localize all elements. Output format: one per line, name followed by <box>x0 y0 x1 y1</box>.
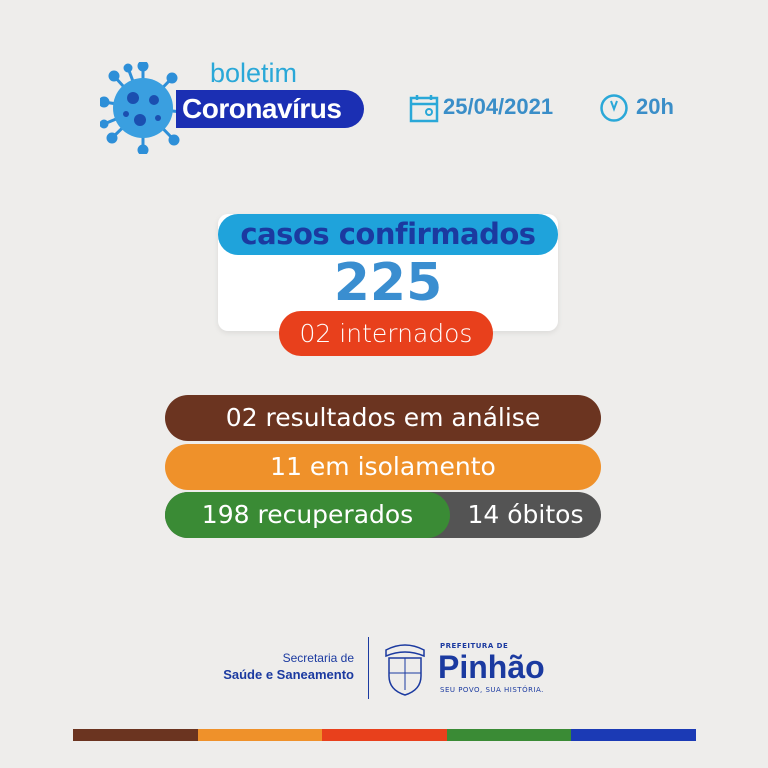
divider <box>368 637 369 699</box>
secretaria-line1: Secretaria de <box>282 651 354 665</box>
city-crest-logo <box>385 644 425 696</box>
stripe-green <box>446 729 572 741</box>
confirmed-cases-label: casos confirmados <box>218 214 558 255</box>
city-slogan: SEU POVO, SUA HISTÓRIA. <box>440 686 544 694</box>
prefeitura-label: PREFEITURA DE <box>440 642 509 650</box>
time: 20h <box>636 94 674 119</box>
color-stripe <box>73 729 696 741</box>
date: 25/04/2021 <box>443 94 554 119</box>
secretaria-line2: Saúde e Saneamento <box>223 667 354 682</box>
calendar-icon <box>409 95 439 123</box>
stripe-orange <box>197 729 323 741</box>
stripe-red <box>322 729 447 741</box>
hospitalized-pill: 02 internados <box>279 311 493 356</box>
analysis-bar: 02 resultados em análise <box>165 395 601 441</box>
isolation-bar: 11 em isolamento <box>165 444 601 490</box>
boletim-label: boletim <box>210 58 298 88</box>
recovered-bar: 198 recuperados <box>165 492 450 538</box>
title-pill: Coronavírus <box>176 90 364 128</box>
city-name: Pinhão <box>438 649 545 685</box>
clock-icon <box>600 94 628 122</box>
virus-icon <box>100 62 186 154</box>
confirmed-cases-total: 225 <box>333 253 443 313</box>
deaths-label: 14 óbitos <box>467 500 584 529</box>
stripe-blue <box>571 729 696 741</box>
stripe-brown <box>73 729 198 741</box>
